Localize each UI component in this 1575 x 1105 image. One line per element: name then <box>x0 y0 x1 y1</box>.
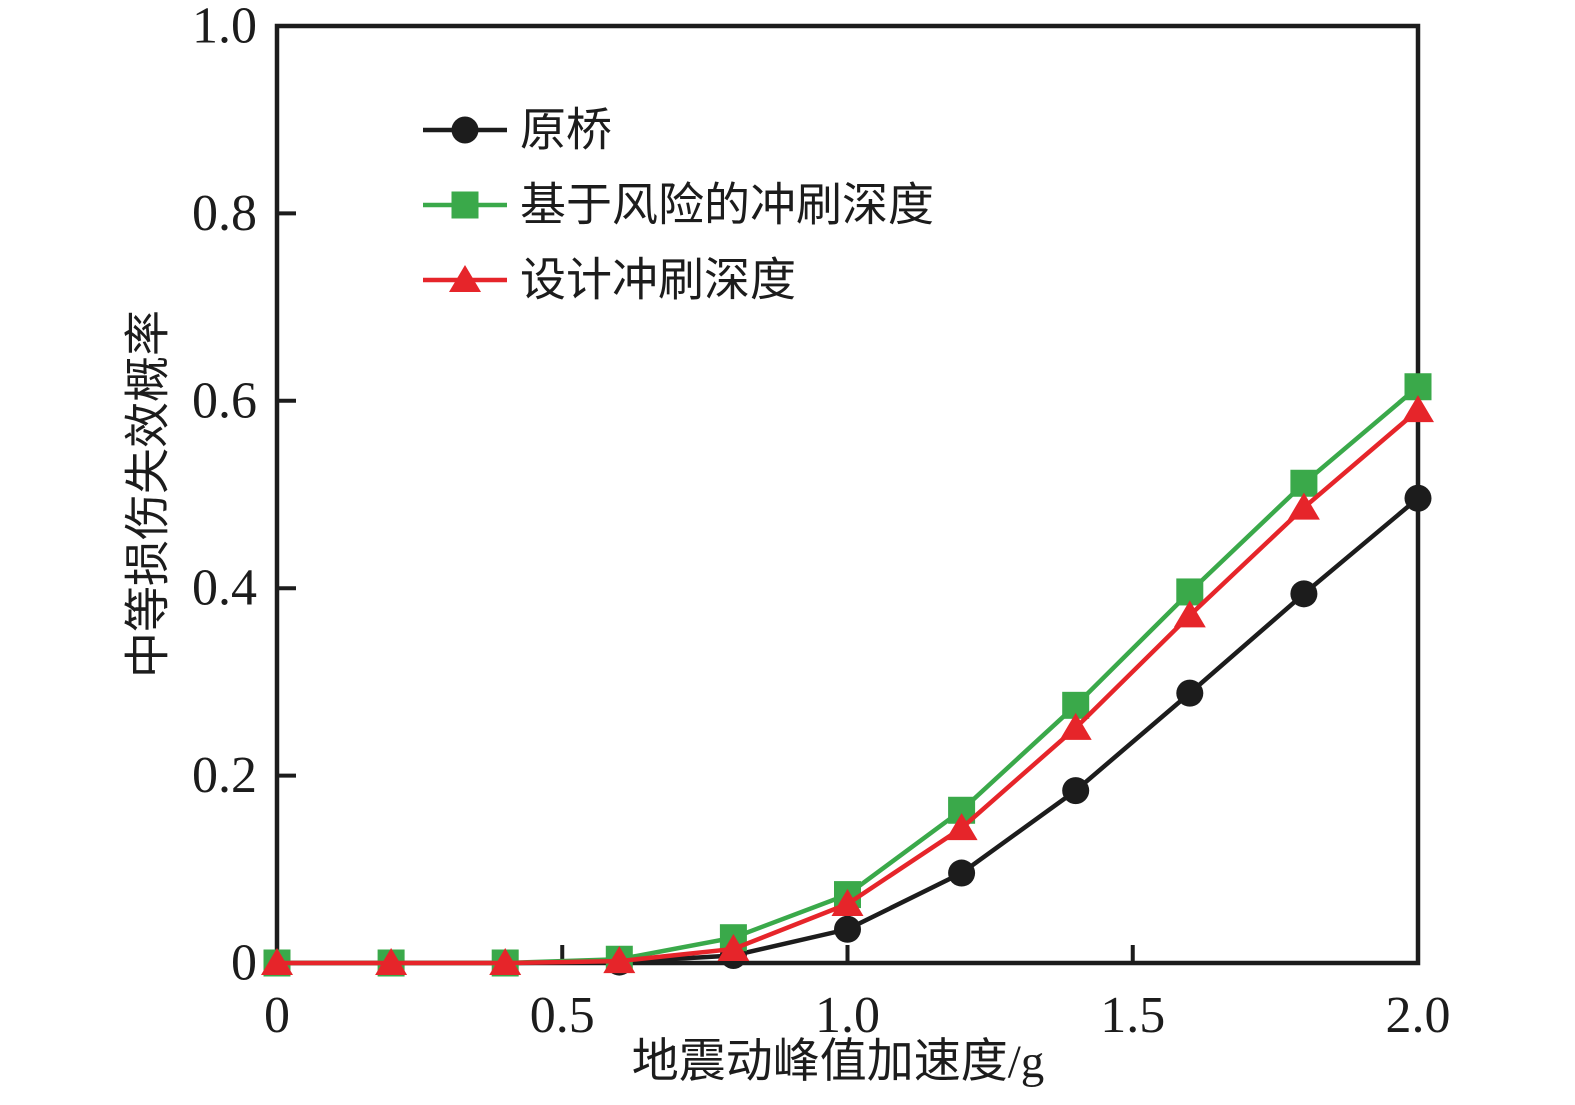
axis-ticks: 0 0.2 0.4 0.6 0.8 1.0 0 0.5 1.0 1.5 2.0 <box>192 0 1451 1044</box>
x-tick-label: 2.0 <box>1386 987 1451 1044</box>
triangle-marker <box>717 933 750 961</box>
y-axis-title: 中等损伤失效概率 <box>123 310 174 678</box>
circle-marker <box>1176 679 1204 707</box>
legend-circle-marker <box>451 116 479 144</box>
triangle-marker <box>603 946 636 974</box>
triangle-marker <box>1173 600 1206 628</box>
x-axis-title: 地震动峰值加速度/g <box>632 1036 1045 1088</box>
y-tick-label: 0.4 <box>192 560 257 617</box>
circle-marker <box>834 915 861 943</box>
y-tick-label: 0 <box>231 935 257 992</box>
legend-triangle-marker <box>449 265 481 292</box>
square-marker <box>1290 469 1318 497</box>
plot-frame <box>274 23 1421 966</box>
series-line <box>277 385 1420 966</box>
triangle-marker <box>1287 492 1320 520</box>
y-tick-label: 0.2 <box>192 747 257 804</box>
x-tick-label: 0.5 <box>530 987 595 1044</box>
circle-marker <box>1404 484 1432 512</box>
triangle-marker <box>489 948 522 975</box>
legend-label: 基于风险的冲刷深度 <box>520 180 934 231</box>
triangle-marker <box>261 948 293 975</box>
legend-item-1: 基于风险的冲刷深度 <box>423 180 934 231</box>
x-tick-label: 1.5 <box>1100 987 1165 1044</box>
legend-item-2: 设计冲刷深度 <box>423 255 796 306</box>
circle-marker <box>1290 580 1318 608</box>
legend-square-marker <box>451 191 479 219</box>
circle-marker <box>948 859 976 887</box>
circle-marker <box>1062 777 1090 805</box>
data-series <box>261 373 1434 977</box>
y-tick-label: 0.8 <box>192 185 257 242</box>
series-1 <box>263 373 1432 977</box>
triangle-marker <box>945 813 978 841</box>
triangle-marker <box>375 948 408 975</box>
x-tick-label: 1.0 <box>815 987 880 1044</box>
triangle-marker <box>831 888 864 916</box>
x-tick-label: 0 <box>264 987 290 1044</box>
series-2 <box>261 395 1434 975</box>
legend-item-0: 原桥 <box>423 105 612 156</box>
triangle-marker <box>1402 395 1434 423</box>
triangle-marker <box>1059 712 1092 740</box>
legend-label: 设计冲刷深度 <box>520 255 796 306</box>
series-line <box>277 408 1420 966</box>
y-tick-label: 0.6 <box>192 372 257 429</box>
legend-label: 原桥 <box>520 105 612 156</box>
y-tick-label: 1.0 <box>192 0 257 55</box>
